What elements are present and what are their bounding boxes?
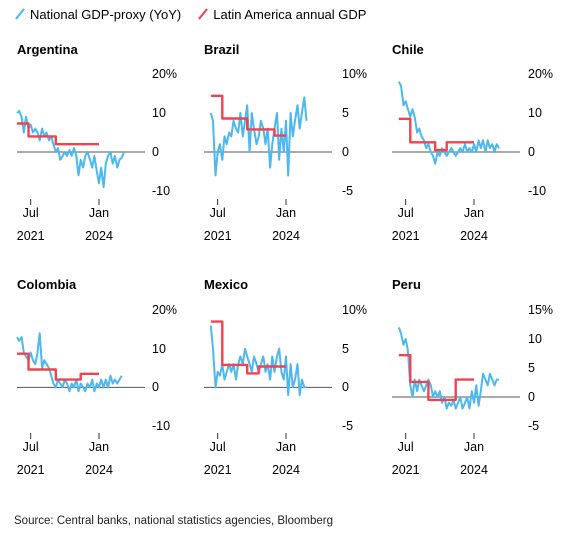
y-tick-label: 5 bbox=[528, 361, 535, 375]
series-line-national-gdp bbox=[209, 325, 307, 397]
y-tick-label: 10 bbox=[152, 342, 166, 356]
series-line-latam-gdp bbox=[398, 354, 474, 402]
x-tick-label: Jan bbox=[464, 206, 484, 220]
x-tick-label: Jul bbox=[210, 440, 226, 454]
y-tick-label: 0 bbox=[152, 145, 159, 159]
y-tick-label: 10 bbox=[528, 332, 542, 346]
y-tick-label: 15% bbox=[528, 303, 553, 317]
x-tick-label-year: 2024 bbox=[85, 463, 113, 477]
x-tick-label-year: 2024 bbox=[85, 229, 113, 243]
series-line-national-gdp bbox=[16, 332, 123, 393]
y-tick-label: -10 bbox=[528, 184, 546, 198]
y-tick-label: 0 bbox=[342, 145, 349, 159]
x-tick-label-year: 2021 bbox=[204, 229, 232, 243]
chart-title: Colombia bbox=[17, 277, 77, 292]
chart-title: Chile bbox=[392, 42, 424, 57]
y-tick-label: 20% bbox=[528, 67, 553, 81]
x-tick-label-year: 2021 bbox=[392, 229, 420, 243]
y-tick-label: -10 bbox=[152, 184, 170, 198]
y-tick-label: -5 bbox=[342, 419, 353, 433]
chart-title: Mexico bbox=[204, 277, 248, 292]
series-line-national-gdp bbox=[16, 110, 126, 189]
legend-label-national-gdp: National GDP-proxy (YoY) bbox=[30, 6, 182, 22]
x-tick-label: Jul bbox=[398, 440, 414, 454]
y-tick-label: -10 bbox=[152, 419, 170, 433]
y-tick-label: -5 bbox=[528, 419, 539, 433]
y-tick-label: 10 bbox=[528, 106, 542, 120]
chart-brazil: Brazil 10% 5 0 -5 Jul 2021 Jan 2024 bbox=[204, 42, 367, 243]
y-tick-label: 20% bbox=[152, 303, 177, 317]
source-note: Source: Central banks, national statisti… bbox=[14, 515, 333, 527]
chart-mexico: Mexico 10% 5 0 -5 Jul 2021 Jan 2024 bbox=[204, 277, 367, 477]
x-tick-label-year: 2024 bbox=[460, 229, 488, 243]
x-tick-label: Jan bbox=[464, 440, 484, 454]
x-tick-label-year: 2021 bbox=[204, 463, 232, 477]
series-line-latam-gdp bbox=[17, 122, 99, 146]
x-tick-label-year: 2024 bbox=[272, 229, 300, 243]
legend: National GDP-proxy (YoY) Latin America a… bbox=[14, 4, 382, 24]
x-tick-label: Jul bbox=[23, 206, 39, 220]
y-tick-label: 0 bbox=[342, 380, 349, 394]
x-tick-label: Jul bbox=[23, 440, 39, 454]
x-tick-label-year: 2024 bbox=[272, 463, 300, 477]
x-tick-label: Jan bbox=[89, 440, 109, 454]
x-tick-label-year: 2021 bbox=[392, 463, 420, 477]
slash-mark-red-icon bbox=[198, 8, 209, 20]
y-tick-label: 20% bbox=[152, 67, 177, 81]
x-tick-label: Jan bbox=[89, 206, 109, 220]
series-line-national-gdp bbox=[209, 96, 308, 177]
slash-mark-blue-icon bbox=[15, 8, 25, 20]
chart-title: Brazil bbox=[204, 42, 239, 57]
series-line-national-gdp bbox=[397, 327, 500, 410]
x-tick-label-year: 2021 bbox=[17, 463, 45, 477]
y-tick-label: 5 bbox=[342, 106, 349, 120]
x-tick-label: Jan bbox=[276, 440, 296, 454]
y-tick-label: 0 bbox=[152, 380, 159, 394]
series-line-latam-gdp bbox=[210, 94, 286, 137]
x-tick-label-year: 2024 bbox=[460, 463, 488, 477]
y-tick-label: 10 bbox=[152, 106, 166, 120]
y-tick-label: -5 bbox=[342, 184, 353, 198]
series-line-latam-gdp bbox=[210, 320, 286, 375]
legend-item-national-gdp: National GDP-proxy (YoY) bbox=[14, 7, 181, 22]
y-tick-label: 0 bbox=[528, 390, 535, 404]
y-tick-label: 5 bbox=[342, 342, 349, 356]
y-tick-label: 10% bbox=[342, 303, 367, 317]
x-tick-label: Jul bbox=[398, 206, 414, 220]
chart-chile: Chile 20% 10 0 -10 Jul 2021 Jan 2024 bbox=[392, 42, 553, 243]
y-tick-label: 10% bbox=[342, 67, 367, 81]
x-tick-label-year: 2021 bbox=[17, 229, 45, 243]
x-tick-label: Jan bbox=[276, 206, 296, 220]
series-line-national-gdp bbox=[397, 81, 500, 165]
legend-item-latam-gdp: Latin America annual GDP bbox=[197, 7, 366, 22]
chart-title: Peru bbox=[392, 277, 421, 292]
chart-colombia: Colombia 20% 10 0 -10 Jul 2021 Jan 2024 bbox=[16, 277, 177, 477]
series-line-latam-gdp bbox=[17, 352, 99, 381]
x-tick-label: Jul bbox=[210, 206, 226, 220]
chart-argentina: Argentina 20% 10 0 -10 Jul 2021 Jan 2024 bbox=[16, 42, 177, 243]
small-multiples-charts: Argentina 20% 10 0 -10 Jul 2021 Jan 2024 Brazil 10… bbox=[16, 42, 553, 477]
series-line-latam-gdp bbox=[398, 117, 474, 152]
chart-peru: Peru 15% 10 5 0 -5 Jul 2021 Jan 2024 bbox=[392, 277, 553, 477]
legend-label-latam-gdp: Latin America annual GDP bbox=[213, 6, 367, 22]
y-tick-label: 0 bbox=[528, 145, 535, 159]
chart-title: Argentina bbox=[17, 42, 78, 57]
